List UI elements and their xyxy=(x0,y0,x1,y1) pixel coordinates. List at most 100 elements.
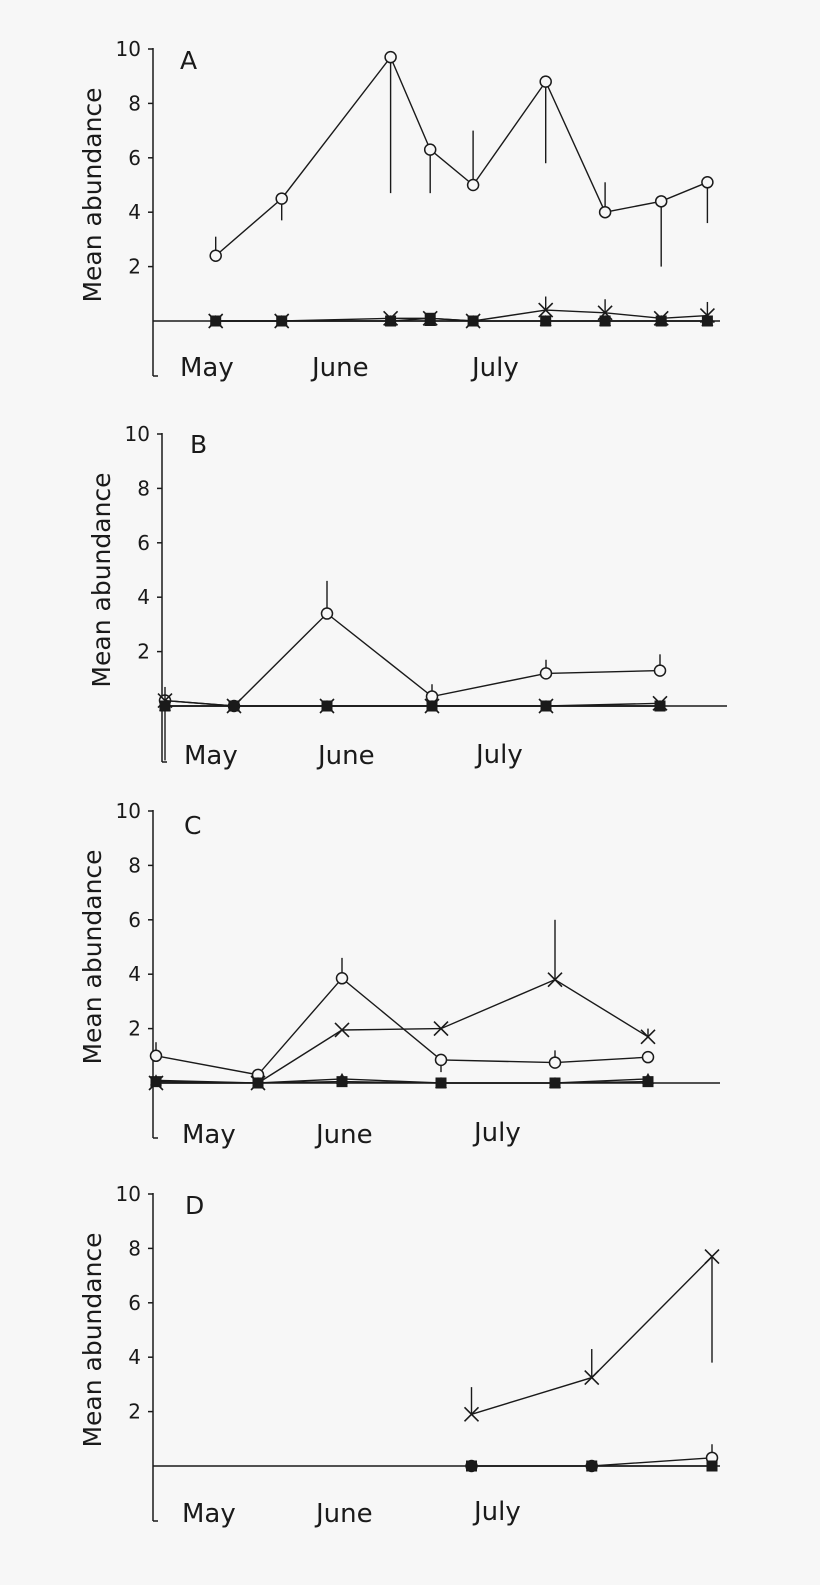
month-label-june: June xyxy=(310,353,369,383)
data-point-square xyxy=(540,700,552,712)
series-line-circle xyxy=(164,612,661,707)
data-point-square xyxy=(586,1460,598,1472)
data-point-circle xyxy=(275,192,288,205)
data-point-circle xyxy=(466,178,480,192)
y-tick-label: 8 xyxy=(128,91,141,115)
data-point-square xyxy=(466,1460,477,1472)
cross-stroke xyxy=(433,1021,449,1037)
data-point-circle xyxy=(149,1049,163,1063)
data-point-circle xyxy=(423,143,437,156)
month-label-july: July xyxy=(474,740,523,770)
month-label-may: May xyxy=(180,353,234,383)
series-line-cross xyxy=(215,309,708,322)
y-tick-label: 4 xyxy=(128,1345,141,1369)
data-point-circle xyxy=(598,205,612,219)
data-point-square xyxy=(424,312,436,324)
data-point-circle xyxy=(653,664,667,677)
data-point-square xyxy=(655,315,667,327)
data-point-cross xyxy=(640,1029,656,1045)
y-tick-label: 10 xyxy=(116,37,141,61)
series-line-square xyxy=(155,1080,649,1084)
series-line-cross xyxy=(156,978,649,1084)
series-line-circle xyxy=(215,55,708,257)
data-point-circle xyxy=(701,176,714,189)
month-label-july: July xyxy=(470,353,519,383)
data-point-square xyxy=(150,1076,162,1088)
y-tick-label: 8 xyxy=(128,1236,141,1260)
series-line-cross xyxy=(471,1256,713,1415)
series-line-square xyxy=(215,317,708,322)
data-point-square xyxy=(228,700,240,712)
y-tick-label: 2 xyxy=(137,640,150,664)
data-point-square xyxy=(426,700,438,712)
y-tick-label: 6 xyxy=(128,908,141,932)
y-tick-label: 4 xyxy=(137,585,150,609)
y-tick-label: 10 xyxy=(116,799,141,823)
y-tick-label: 6 xyxy=(137,531,150,555)
y-tick-label: 8 xyxy=(128,853,141,877)
data-point-square xyxy=(599,315,611,327)
data-point-circle xyxy=(539,75,552,88)
y-axis-label: Mean abundance xyxy=(87,472,116,687)
data-point-square xyxy=(706,1460,718,1472)
month-label-may: May xyxy=(182,1120,236,1150)
y-axis-label: Mean abundance xyxy=(78,1232,107,1447)
data-point-square xyxy=(540,315,552,327)
y-tick-label: 4 xyxy=(128,200,141,224)
panel-b: 2 4 6 8 10 Mean abundance B May June July xyxy=(87,422,727,771)
data-point-circle xyxy=(335,972,349,985)
data-point-circle xyxy=(641,1050,655,1064)
data-point-square xyxy=(654,700,666,712)
panel-letter: D xyxy=(185,1191,204,1220)
y-tick-label: 8 xyxy=(137,476,150,500)
data-point-square xyxy=(435,1077,447,1089)
panel-d: 2 4 6 8 10 Mean abundance D May June July xyxy=(78,1182,720,1529)
month-label-june: June xyxy=(314,1120,373,1150)
cross-stroke xyxy=(547,972,563,988)
cross-stroke xyxy=(463,1406,480,1422)
data-point-circle xyxy=(320,607,334,620)
data-point-circle xyxy=(548,1056,562,1069)
cross-stroke xyxy=(640,1029,656,1045)
data-point-square xyxy=(549,1077,561,1089)
month-label-may: May xyxy=(182,1499,236,1529)
y-tick-label: 6 xyxy=(128,1291,141,1315)
data-point-cross xyxy=(463,1406,480,1422)
data-point-cross xyxy=(334,1022,350,1038)
month-label-july: July xyxy=(472,1497,521,1527)
month-label-may: May xyxy=(184,741,238,771)
data-point-cross xyxy=(584,1370,600,1386)
panel-letter: A xyxy=(180,46,197,75)
panel-letter: C xyxy=(184,811,201,840)
y-tick-label: 10 xyxy=(125,422,150,446)
data-point-square xyxy=(159,700,171,712)
cross-stroke xyxy=(704,1248,720,1265)
data-point-square xyxy=(701,315,713,327)
data-point-square xyxy=(321,700,333,712)
data-point-square xyxy=(276,315,288,327)
data-point-circle xyxy=(539,667,553,680)
cross-stroke xyxy=(334,1022,350,1038)
y-axis-label: Mean abundance xyxy=(78,87,107,302)
series-line-circle xyxy=(155,977,649,1076)
data-point-square xyxy=(210,315,222,327)
data-point-square xyxy=(385,315,397,327)
panel-letter: B xyxy=(190,430,207,459)
data-point-cross xyxy=(547,972,563,988)
data-point-square xyxy=(252,1077,264,1089)
data-point-circle xyxy=(434,1053,448,1067)
cross-stroke xyxy=(584,1370,600,1386)
month-label-june: June xyxy=(316,741,375,771)
month-label-june: June xyxy=(314,1499,373,1529)
data-point-circle xyxy=(384,50,397,64)
data-point-circle xyxy=(654,195,668,208)
y-tick-label: 2 xyxy=(128,1017,141,1041)
cross-stroke xyxy=(538,302,554,318)
data-point-cross xyxy=(704,1248,720,1265)
panel-c: 2 4 6 8 10 Mean abundance C May June July xyxy=(78,799,720,1150)
y-tick-label: 2 xyxy=(128,1400,141,1424)
data-point-cross xyxy=(433,1021,449,1037)
data-point-square xyxy=(642,1076,654,1088)
data-point-circle xyxy=(209,249,222,262)
